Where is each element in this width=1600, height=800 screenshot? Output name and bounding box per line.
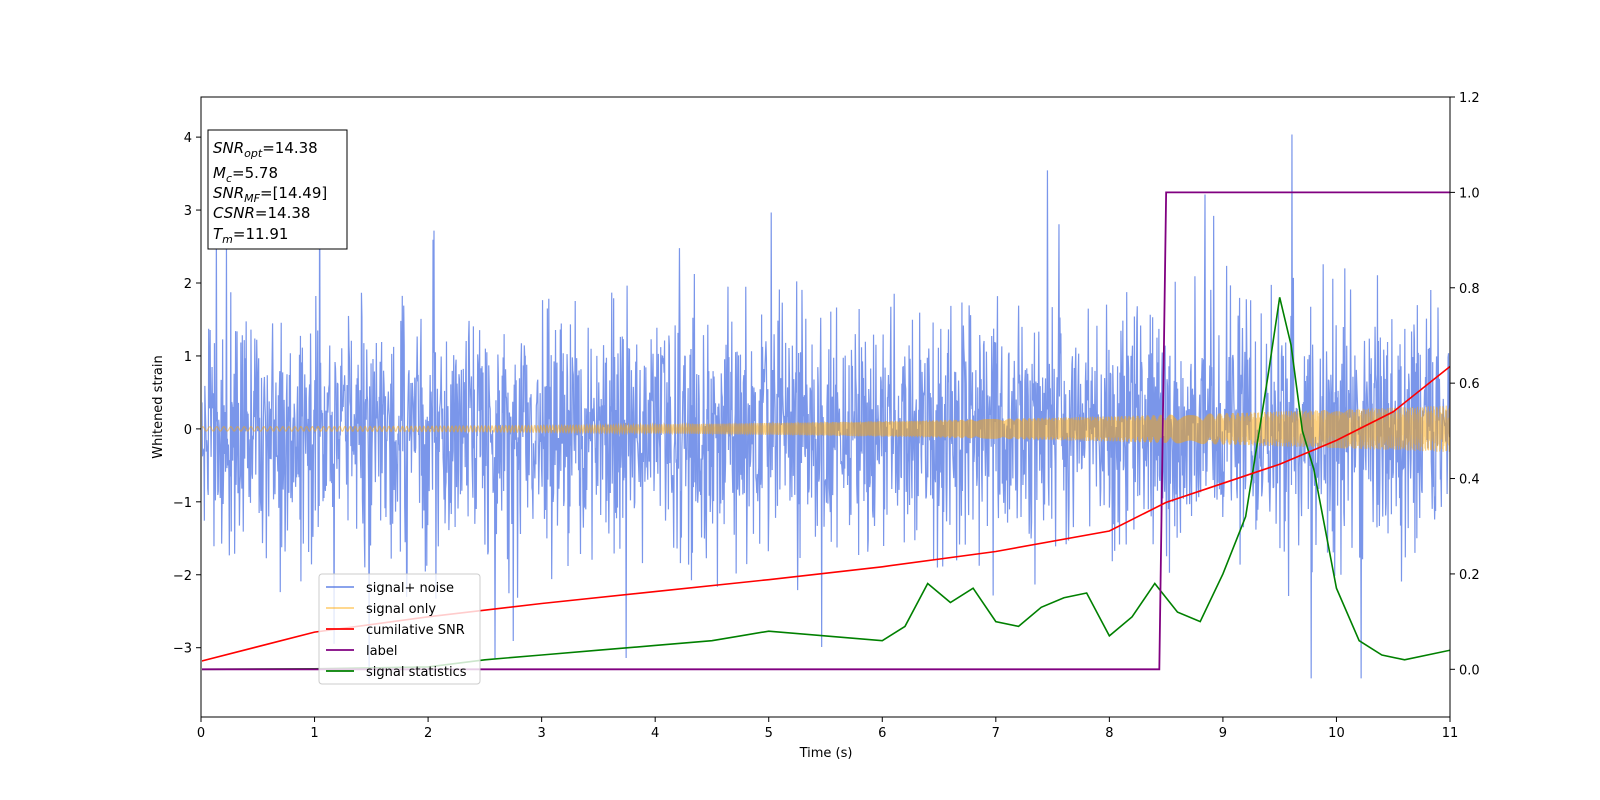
x-tick-label: 5 (765, 726, 773, 741)
x-tick-label: 3 (537, 726, 545, 741)
x-tick-label: 11 (1442, 726, 1459, 741)
info-value: =[14.49] (260, 184, 327, 202)
y-axis-right: 0.0 0.2 0.4 0.6 0.8 1.0 1.2 (1450, 91, 1480, 678)
info-symbol: SNR (213, 139, 244, 157)
info-symbol: CSNR (213, 204, 255, 222)
info-box-line: Mc=5.78 (213, 164, 278, 185)
info-symbol: T (213, 225, 224, 243)
info-box: SNRopt=14.38Mc=5.78SNRMF=[14.49]CSNR=14.… (207, 129, 348, 250)
plot-area (202, 134, 1450, 679)
info-subscript: c (226, 172, 232, 185)
info-subscript: m (222, 233, 233, 246)
info-value: =5.78 (232, 164, 278, 182)
x-tick-label: 8 (1105, 726, 1113, 741)
legend: signal+ noise signal only cumilative SNR la… (318, 573, 481, 685)
info-subscript: opt (244, 147, 263, 160)
info-subscript: MF (244, 192, 260, 205)
x-tick-label: 7 (992, 726, 1000, 741)
info-value: =14.38 (255, 204, 311, 222)
y-right-tick-label: 1.0 (1459, 186, 1480, 201)
legend-label: signal statistics (366, 665, 467, 680)
series-signal-only (202, 405, 1450, 452)
y-left-tick-label: −2 (173, 569, 192, 584)
x-tick-label: 9 (1219, 726, 1227, 741)
legend-frame (318, 573, 481, 685)
legend-entries: signal+ noise signal only cumilative SNR la… (326, 581, 467, 680)
y-right-tick-label: 0.0 (1459, 663, 1480, 678)
y-right-tick-label: 0.8 (1459, 282, 1480, 297)
x-tick-label: 6 (878, 726, 886, 741)
y-left-tick-label: 4 (184, 131, 192, 146)
info-value: =11.91 (233, 225, 289, 243)
x-axis: 0 1 2 3 4 5 6 7 8 9 10 11 (197, 717, 1458, 741)
axes-frame (200, 96, 1451, 718)
info-box-lines: SNRopt=14.38Mc=5.78SNRMF=[14.49]CSNR=14.… (213, 139, 327, 246)
info-symbol: M (213, 164, 226, 182)
y-right-tick-label: 0.2 (1459, 568, 1480, 583)
info-box-line: SNRopt=14.38 (213, 139, 318, 160)
y-right-tick-label: 0.4 (1459, 473, 1480, 488)
y-left-tick-label: −3 (173, 642, 192, 657)
series-signal-statistics (202, 297, 1450, 671)
x-tick-label: 2 (424, 726, 432, 741)
x-axis-label: Time (s) (799, 746, 853, 761)
info-box-line: Tm=11.91 (213, 225, 288, 246)
x-tick-label: 1 (310, 726, 318, 741)
y-left-tick-label: 1 (184, 350, 192, 365)
info-symbol: SNR (213, 184, 244, 202)
x-tick-label: 0 (197, 726, 205, 741)
y-left-tick-label: 2 (184, 277, 192, 292)
y-left-tick-label: 3 (184, 204, 192, 219)
legend-label: signal+ noise (366, 581, 454, 596)
info-box-line: SNRMF=[14.49] (213, 184, 327, 205)
y-left-tick-label: 0 (184, 423, 192, 438)
y-right-tick-label: 0.6 (1459, 377, 1480, 392)
y-right-tick-label: 1.2 (1459, 91, 1480, 106)
info-value: =14.38 (262, 139, 318, 157)
series-label (202, 191, 1450, 671)
info-box-line: CSNR=14.38 (213, 204, 310, 222)
x-tick-label: 10 (1328, 726, 1345, 741)
y-left-tick-label: −1 (173, 496, 192, 511)
legend-label: signal only (366, 602, 436, 617)
series-signal-noise (202, 134, 1450, 679)
y-axis-left: −3 −2 −1 0 1 2 3 4 (173, 131, 201, 657)
legend-label: cumilative SNR (366, 623, 465, 638)
x-tick-label: 4 (651, 726, 659, 741)
legend-label: label (366, 644, 397, 659)
info-box-frame (207, 129, 348, 250)
y-axis-label: Whitened strain (151, 355, 166, 458)
